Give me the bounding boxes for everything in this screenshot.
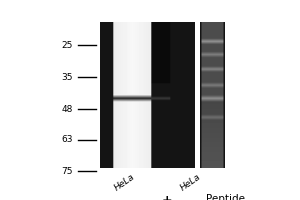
Text: Peptide: Peptide	[206, 194, 244, 200]
Text: 48: 48	[61, 105, 73, 114]
Text: 63: 63	[61, 136, 73, 144]
Text: 25: 25	[61, 40, 73, 49]
Text: HeLa: HeLa	[112, 173, 136, 193]
Text: HeLa: HeLa	[178, 173, 203, 193]
Text: –: –	[103, 194, 110, 200]
Text: +: +	[161, 194, 172, 200]
Text: 35: 35	[61, 72, 73, 82]
Text: 75: 75	[61, 166, 73, 176]
